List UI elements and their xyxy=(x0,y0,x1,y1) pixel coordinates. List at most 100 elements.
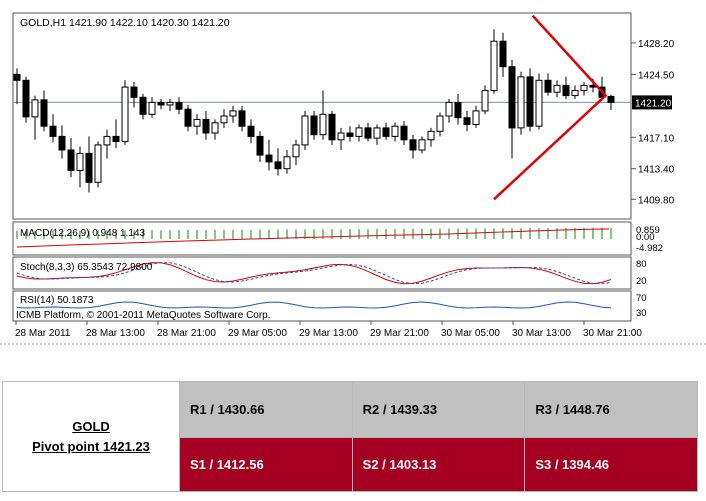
candle xyxy=(526,68,534,132)
candle xyxy=(571,85,579,99)
candle xyxy=(301,110,309,150)
candle xyxy=(184,104,192,132)
price-tick-2: 1424.50 xyxy=(638,70,675,81)
time-label-2: 28 Mar 13:00 xyxy=(86,328,145,339)
time-label-4: 29 Mar 05:00 xyxy=(228,328,287,339)
candle xyxy=(265,139,273,171)
candle xyxy=(292,139,300,166)
price-tick-4: 1413.40 xyxy=(638,165,675,176)
price-chart: 1428.20 1424.50 1417.10 1413.40 1409.80 1421.… xyxy=(0,12,706,345)
candle xyxy=(391,122,399,142)
pivot-table: GOLD Pivot point 1421.23 R1 / 1430.66 R2… xyxy=(2,381,698,492)
candle xyxy=(328,110,336,145)
candle xyxy=(274,148,282,176)
candle xyxy=(103,129,111,159)
watermark: ICMB Platform, © 2001-2011 MetaQuotes So… xyxy=(16,310,271,321)
chart-area: 1428.20 1424.50 1417.10 1413.40 1409.80 1421.… xyxy=(0,12,706,345)
price-tick-5: 1409.80 xyxy=(638,195,675,206)
candle xyxy=(94,141,102,188)
candle xyxy=(427,127,435,147)
candle xyxy=(148,97,156,118)
candle xyxy=(499,32,507,77)
support-1: S1 / 1412.56 xyxy=(179,437,353,492)
candle xyxy=(562,76,570,99)
candle xyxy=(373,124,381,145)
candle xyxy=(211,119,219,140)
candle xyxy=(193,114,201,135)
candle xyxy=(355,124,363,142)
candle xyxy=(580,82,588,96)
candle xyxy=(139,93,147,120)
symbol-name: GOLD xyxy=(72,418,110,434)
macd-tick-2: 0.00 xyxy=(636,232,655,243)
rsi-tick-1: 70 xyxy=(636,293,647,304)
candle xyxy=(247,119,255,144)
candle xyxy=(49,114,57,143)
candle xyxy=(283,150,291,174)
stoch-label: Stoch(8,3,3) 65.3543 72.9800 xyxy=(20,262,153,273)
rsi-label: RSI(14) 50.1873 xyxy=(20,295,94,306)
candle xyxy=(490,29,498,94)
candle xyxy=(256,131,264,162)
candle xyxy=(463,110,471,132)
candle xyxy=(436,112,444,137)
stoch-panel xyxy=(12,256,632,290)
current-price: 1421.20 xyxy=(635,98,672,109)
time-label-3: 28 Mar 21:00 xyxy=(157,328,216,339)
stoch-tick-1: 80 xyxy=(636,259,647,270)
time-label-5: 29 Mar 13:00 xyxy=(299,328,358,339)
candle xyxy=(157,99,165,110)
candle xyxy=(517,71,525,135)
candle xyxy=(544,73,552,96)
candle xyxy=(364,122,372,142)
candle xyxy=(229,105,237,123)
candle xyxy=(31,95,39,140)
symbol-cell: GOLD Pivot point 1421.23 xyxy=(2,381,180,492)
candle xyxy=(238,105,246,132)
rsi-panel xyxy=(12,290,632,322)
stoch-main-line xyxy=(16,262,612,285)
candle xyxy=(607,94,615,111)
triangle-pattern xyxy=(493,14,608,201)
macd-tick-1: 0.859 xyxy=(636,225,660,236)
candle xyxy=(508,59,516,159)
resistance-1: R1 / 1430.66 xyxy=(179,381,353,438)
candle xyxy=(481,85,489,115)
candle xyxy=(418,136,426,154)
candle xyxy=(112,119,120,149)
candle xyxy=(535,73,543,130)
candle xyxy=(220,109,228,128)
price-tick-1: 1428.20 xyxy=(638,39,675,50)
candle xyxy=(121,80,129,145)
macd-tick-3: -4.982 xyxy=(636,243,663,254)
candle xyxy=(58,125,66,159)
candle xyxy=(454,93,462,125)
candle xyxy=(40,90,48,132)
candle xyxy=(409,134,417,159)
candle xyxy=(202,110,210,140)
symbol-header: GOLD,H1 1421.90 1422.10 1420.30 1421.20 xyxy=(20,17,230,29)
candle xyxy=(346,126,354,142)
stoch-tick-2: 20 xyxy=(636,276,647,287)
resistance-3: R3 / 1448.76 xyxy=(524,381,698,438)
candle xyxy=(382,122,390,140)
candle xyxy=(85,136,93,193)
candle xyxy=(445,99,453,123)
support-3: S3 / 1394.46 xyxy=(524,437,698,492)
candle xyxy=(67,138,75,178)
main-panel xyxy=(12,12,632,220)
current-price-box xyxy=(632,95,672,110)
candle xyxy=(130,82,138,108)
time-label-8: 30 Mar 13:00 xyxy=(512,328,571,339)
price-tick-3: 1417.10 xyxy=(638,133,675,144)
macd-signal-line xyxy=(16,228,610,248)
candle xyxy=(166,99,174,111)
candle xyxy=(400,121,408,145)
time-label-7: 30 Mar 05:00 xyxy=(441,328,500,339)
macd-label: MACD(12,26,9) 0.948 1.143 xyxy=(20,228,146,239)
time-label-6: 29 Mar 21:00 xyxy=(370,328,429,339)
support-2: S2 / 1403.13 xyxy=(351,437,526,492)
candle xyxy=(553,80,561,98)
candle xyxy=(337,127,345,150)
resistance-2: R2 / 1439.33 xyxy=(351,381,526,438)
